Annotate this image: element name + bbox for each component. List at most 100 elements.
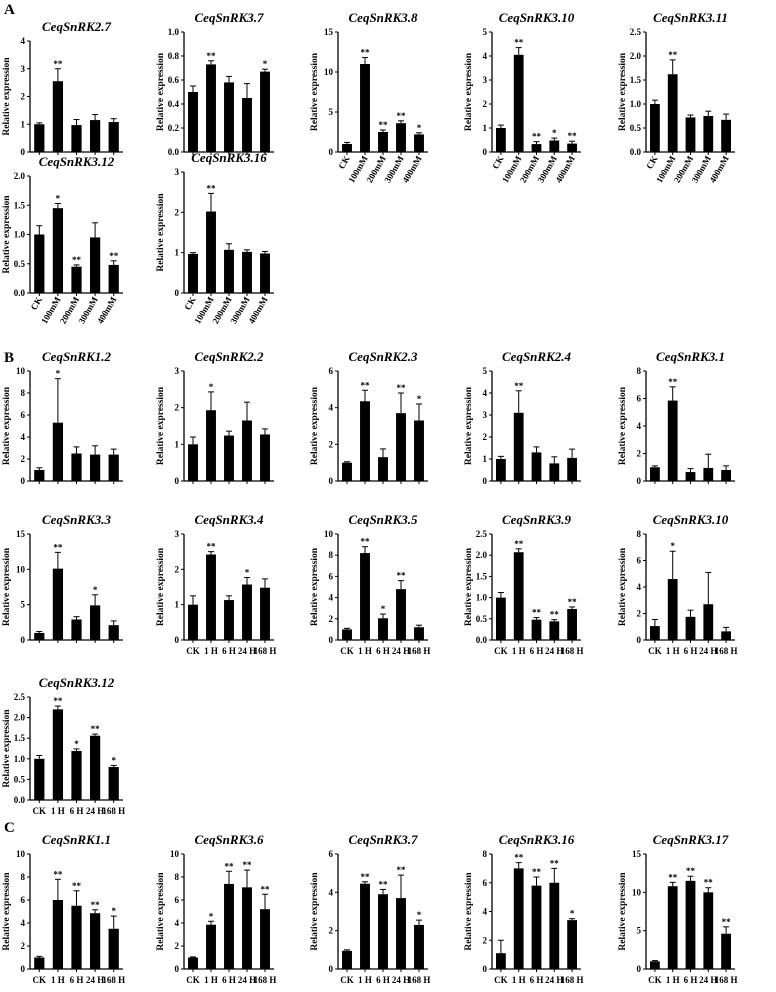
- x-tick-label: 24 H: [86, 806, 104, 816]
- y-tick-label: 2: [483, 432, 488, 442]
- x-tick-label: 6 H: [222, 646, 236, 656]
- y-axis-label: Relative expression: [156, 547, 166, 626]
- significance-mark: *: [56, 193, 61, 203]
- bar: [188, 253, 198, 293]
- y-tick-label: 4: [21, 36, 26, 46]
- bar: [52, 709, 64, 800]
- significance-mark: **: [722, 917, 732, 927]
- y-axis-label: Relative expression: [156, 386, 166, 465]
- y-tick-label: 1.5: [14, 733, 26, 743]
- bar: [224, 883, 234, 969]
- y-tick-label: 3: [483, 410, 488, 420]
- bar: [188, 604, 198, 640]
- significance-mark: **: [72, 255, 82, 265]
- chart-ceqsnrk3-7: CeqSnRK3.7 Relative expression 0.0 0.2 0.4 0.…: [156, 10, 274, 157]
- significance-mark: **: [514, 38, 524, 48]
- bar: [513, 868, 524, 969]
- chart-title: CeqSnRK3.11: [653, 10, 728, 25]
- chart-title: CeqSnRK3.6: [195, 832, 264, 847]
- y-tick-label: 5: [637, 926, 642, 936]
- y-tick-label: 2: [329, 614, 334, 624]
- y-tick-label: 3: [175, 529, 180, 539]
- chart-ceqsnrk2-4: CeqSnRK2.4 Relative expression 0 1 2 3 4 5 **: [464, 349, 581, 486]
- y-tick-label: 3: [175, 366, 180, 376]
- significance-mark: **: [550, 610, 560, 620]
- bar: [414, 627, 424, 640]
- bar: [342, 629, 352, 640]
- bar: [496, 459, 506, 481]
- y-tick-label: 2.0: [476, 550, 488, 560]
- y-tick-label: 0.4: [168, 99, 180, 109]
- y-tick-label: 2: [21, 454, 26, 464]
- y-tick-label: 8: [21, 388, 26, 398]
- bar: [108, 454, 119, 481]
- bar: [260, 434, 270, 481]
- y-tick-label: 10: [16, 366, 26, 376]
- y-axis-label: Relative expression: [618, 547, 628, 626]
- bar: [89, 605, 101, 640]
- y-tick-label: 0: [483, 964, 488, 974]
- y-axis-label: Relative expression: [2, 57, 12, 136]
- chart-title: CeqSnRK3.7: [349, 832, 418, 847]
- x-tick-label: CK: [33, 806, 47, 816]
- y-tick-label: 6: [329, 366, 334, 376]
- significance-mark: *: [263, 59, 268, 69]
- bar: [703, 892, 714, 969]
- bar: [206, 64, 216, 152]
- significance-mark: **: [397, 571, 407, 581]
- bar: [89, 913, 101, 969]
- bar: [378, 618, 388, 640]
- y-tick-label: 5: [329, 107, 334, 117]
- chart-ceqsnrk3-10: CeqSnRK3.10 Relative expression 0 2 4 6 8 CK * 1 …: [618, 512, 737, 656]
- significance-mark: **: [207, 183, 217, 193]
- bar: [667, 74, 678, 152]
- significance-mark: **: [397, 111, 407, 121]
- y-axis-label: Relative expression: [156, 193, 166, 272]
- bar: [34, 957, 45, 969]
- bar: [224, 435, 234, 481]
- significance-mark: **: [379, 120, 389, 130]
- y-tick-label: 4: [329, 593, 334, 603]
- bar: [224, 249, 234, 293]
- bar: [378, 894, 388, 969]
- y-tick-label: 0.5: [630, 123, 642, 133]
- y-axis-label: Relative expression: [618, 52, 628, 131]
- y-tick-label: 0: [21, 476, 26, 486]
- x-tick-label: 1 H: [204, 975, 218, 985]
- y-tick-label: 10: [324, 67, 334, 77]
- y-axis-label: Relative expression: [2, 547, 12, 626]
- y-tick-label: 6: [637, 556, 642, 566]
- significance-mark: **: [397, 865, 407, 875]
- y-tick-label: 0: [21, 635, 26, 645]
- chart-title: CeqSnRK3.1: [656, 349, 725, 364]
- x-tick-label: CK: [29, 295, 44, 312]
- chart-ceqsnrk3-6: CeqSnRK3.6 Relative expression 0 2 4 6 8 10 CK * 1…: [156, 832, 276, 985]
- bar: [513, 552, 524, 640]
- y-tick-label: 2.5: [14, 692, 26, 702]
- x-tick-label: 24 H: [699, 975, 717, 985]
- bar: [108, 625, 119, 640]
- x-tick-label: 1 H: [358, 646, 372, 656]
- significance-mark: *: [245, 567, 250, 577]
- bar: [71, 905, 82, 969]
- chart-title: CeqSnRK3.16: [499, 832, 575, 847]
- significance-mark: *: [93, 585, 98, 595]
- y-axis-label: Relative expression: [310, 52, 320, 131]
- y-tick-label: 8: [637, 529, 642, 539]
- y-tick-label: 2: [483, 99, 488, 109]
- significance-mark: *: [670, 541, 675, 551]
- bar: [650, 467, 660, 481]
- bar: [206, 211, 216, 293]
- x-tick-label: CK: [182, 295, 197, 312]
- bar: [567, 609, 577, 640]
- x-tick-label: CK: [33, 975, 47, 985]
- y-tick-label: 0: [329, 147, 334, 157]
- y-tick-label: 1: [483, 454, 488, 464]
- bar: [71, 750, 82, 800]
- x-tick-label: CK: [490, 154, 505, 171]
